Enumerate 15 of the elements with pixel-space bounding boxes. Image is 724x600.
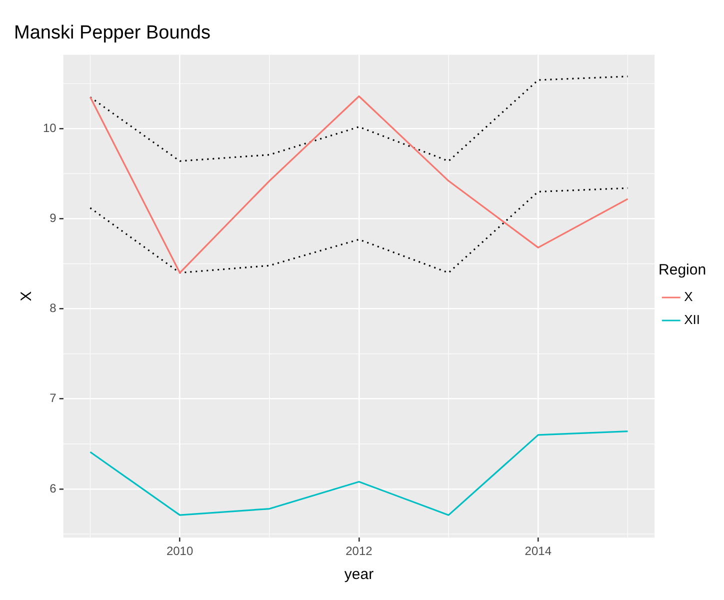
y-tick-label: 6 xyxy=(50,481,57,496)
x-tick-label: 2014 xyxy=(524,544,552,558)
legend-label: X xyxy=(684,289,694,304)
line-series xyxy=(89,76,629,162)
y-tick-label: 7 xyxy=(50,391,57,406)
legend-label: XII xyxy=(684,312,700,328)
y-tick-label: 10 xyxy=(42,120,57,135)
x-tick-label: 2012 xyxy=(346,544,373,558)
x-axis-title: year xyxy=(344,566,374,584)
chart-title: Manski Pepper Bounds xyxy=(14,22,210,44)
x-tick-label: 2010 xyxy=(166,544,194,558)
y-tick-label: 8 xyxy=(50,301,57,316)
y-axis-title: X xyxy=(18,291,36,302)
legend-title: Region xyxy=(658,262,706,279)
y-tick-label: 9 xyxy=(50,211,57,226)
